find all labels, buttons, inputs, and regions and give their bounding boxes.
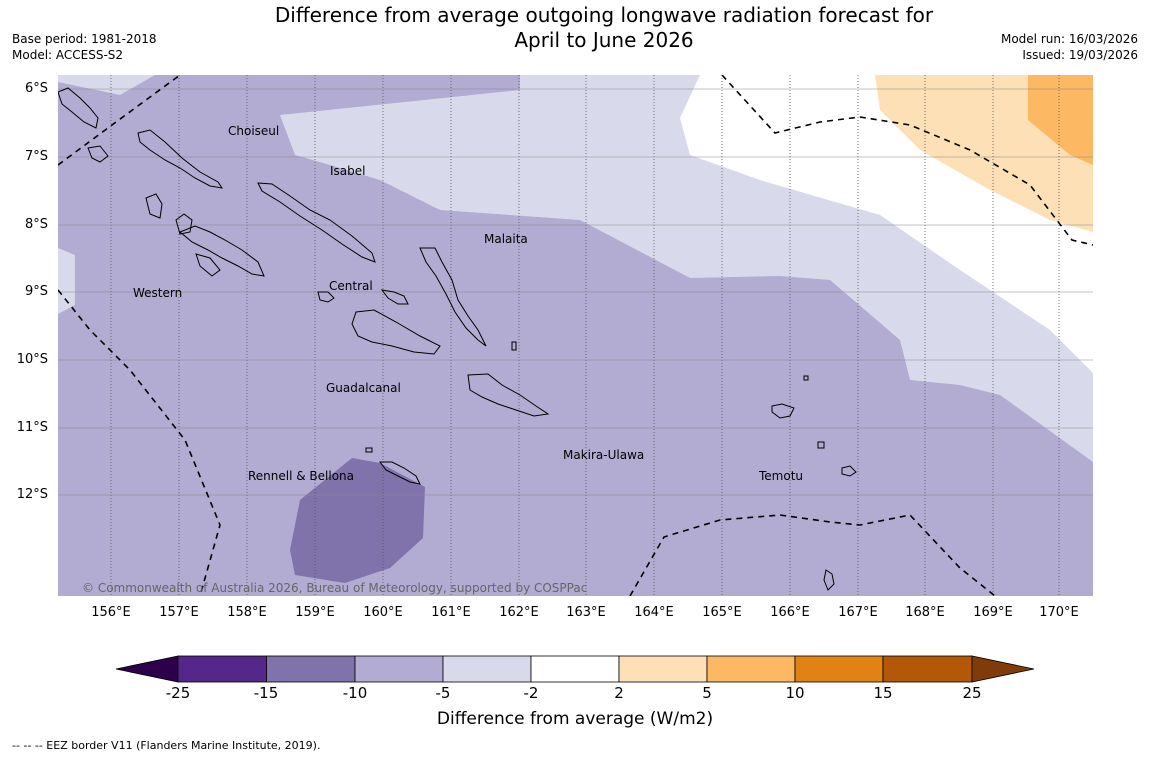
colorbar-under-extension — [115, 655, 179, 683]
island-anuta — [823, 569, 835, 591]
island-makira — [351, 309, 441, 355]
map-area: Choiseul Isabel Malaita Western Central … — [58, 75, 1093, 596]
lon-label-159e: 159°E — [295, 605, 335, 620]
island-santa-cruz — [771, 403, 795, 419]
colorbar-tick-minus15: -15 — [253, 684, 279, 702]
island-vanikoro — [841, 465, 857, 477]
island-malaita — [419, 247, 487, 347]
colorbar-tick-minus2: -2 — [523, 684, 539, 702]
colorbar-segment-minus15-to-minus10 — [266, 655, 356, 683]
lon-label-160e: 160°E — [363, 605, 403, 620]
lon-label-162e: 162°E — [499, 605, 539, 620]
colorbar-segment-minus5-to-minus2 — [442, 655, 532, 683]
colorbar-tick-2: 2 — [614, 684, 624, 702]
lat-label-12s: 12°S — [16, 487, 48, 502]
place-label-temotu: Temotu — [758, 469, 803, 483]
place-label-central: Central — [329, 279, 373, 293]
eez-border-west — [58, 289, 221, 596]
island-new-georgia — [179, 225, 265, 277]
graticule — [58, 75, 1093, 596]
lon-label-157e: 157°E — [159, 605, 199, 620]
colorbar-segment-5-to-10 — [706, 655, 796, 683]
eez-border-northwest — [58, 75, 181, 166]
colorbar-title: Difference from average (W/m2) — [436, 709, 714, 729]
eez-border-northeast — [721, 75, 1093, 246]
lat-label-11s: 11°S — [16, 420, 48, 435]
colorbar — [115, 655, 1035, 683]
colorbar-segment-2-to-5 — [618, 655, 708, 683]
title-line-2: April to June 2026 — [514, 28, 694, 52]
anomaly-region-minus5-to-minus2-west — [58, 248, 75, 314]
colorbar-over-extension — [971, 655, 1035, 683]
island-reef-islands — [803, 375, 809, 381]
title-line-1: Difference from average outgoing longwav… — [274, 3, 934, 27]
colorbar-segment-minus10-to-minus5 — [354, 655, 444, 683]
lat-label-10s: 10°S — [16, 352, 48, 367]
colorbar-tick-25: 25 — [962, 684, 982, 702]
lon-label-158e: 158°E — [227, 605, 267, 620]
colorbar-segment-minus25-to-minus15 — [177, 655, 267, 683]
base-period: Base period: 1981-2018 — [12, 32, 157, 46]
island-choiseul — [137, 129, 224, 189]
colorbar-tick-10: 10 — [785, 684, 805, 702]
anomaly-region-minus15-to-minus10 — [290, 458, 425, 583]
colorbar-segment-10-to-15 — [794, 655, 884, 683]
lat-label-8s: 8°S — [24, 217, 48, 232]
colorbar-tick-minus25: -25 — [165, 684, 191, 702]
lon-label-164e: 164°E — [634, 605, 674, 620]
lon-label-163e: 163°E — [566, 605, 606, 620]
lon-label-167e: 167°E — [838, 605, 878, 620]
model-name: Model: ACCESS-S2 — [12, 48, 124, 62]
lon-label-165e: 165°E — [702, 605, 742, 620]
island-isabel — [257, 182, 376, 263]
meta-left: Base period: 1981-2018 Model: ACCESS-S2 — [12, 31, 157, 63]
island-bellona — [365, 447, 373, 453]
colorbar-tick-minus5: -5 — [435, 684, 451, 702]
colorbar-segment-minus2-to-2 — [530, 655, 620, 683]
lon-label-161e: 161°E — [431, 605, 471, 620]
island-savo — [317, 291, 335, 303]
place-labels: Choiseul Isabel Malaita Western Central … — [133, 124, 803, 483]
eez-border-south — [629, 514, 996, 596]
place-label-guadalcanal: Guadalcanal — [326, 381, 401, 395]
lon-label-156e: 156°E — [91, 605, 131, 620]
island-rennell — [379, 461, 421, 485]
anomaly-region-5-to-10 — [1028, 75, 1093, 165]
island-guadalcanal — [467, 373, 550, 417]
island-tikopia — [817, 441, 825, 449]
place-label-makira-ulawa: Makira-Ulawa — [563, 448, 644, 462]
island-shortlands — [87, 145, 109, 163]
map-title: Difference from average outgoing longwav… — [200, 3, 1008, 53]
place-label-choiseul: Choiseul — [228, 124, 279, 138]
island-florida — [380, 289, 409, 305]
lat-label-7s: 7°S — [24, 149, 48, 164]
eez-footnote: -- -- -- EEZ border V11 (Flanders Marine… — [12, 739, 321, 752]
colorbar-tick-15: 15 — [873, 684, 893, 702]
copyright-notice: © Commonwealth of Australia 2026, Bureau… — [82, 581, 587, 595]
model-run: Model run: 16/03/2026 — [1000, 32, 1138, 46]
island-kolombangara — [175, 213, 193, 235]
lon-label-166e: 166°E — [770, 605, 810, 620]
colorbar-tick-5: 5 — [702, 684, 712, 702]
issued-date: Issued: 19/03/2026 — [1022, 48, 1138, 62]
lat-label-9s: 9°S — [24, 284, 48, 299]
lat-label-6s: 6°S — [24, 81, 48, 96]
colorbar-segment-15-to-25 — [882, 655, 973, 683]
place-label-isabel: Isabel — [330, 164, 365, 178]
lon-label-170e: 170°E — [1039, 605, 1079, 620]
place-label-malaita: Malaita — [484, 232, 528, 246]
island-ontong-java — [511, 341, 517, 351]
lon-label-169e: 169°E — [973, 605, 1013, 620]
island-vella-lavella — [145, 193, 163, 219]
island-bougainville-tip — [58, 87, 99, 129]
meta-right: Model run: 16/03/2026 Issued: 19/03/2026 — [1001, 31, 1138, 63]
lon-label-168e: 168°E — [905, 605, 945, 620]
islands — [58, 87, 857, 591]
colorbar-tick-minus10: -10 — [342, 684, 368, 702]
island-rendova — [195, 253, 221, 277]
eez-borders — [58, 75, 1093, 596]
place-label-rennell-bellona: Rennell & Bellona — [248, 469, 354, 483]
place-label-western: Western — [133, 286, 182, 300]
